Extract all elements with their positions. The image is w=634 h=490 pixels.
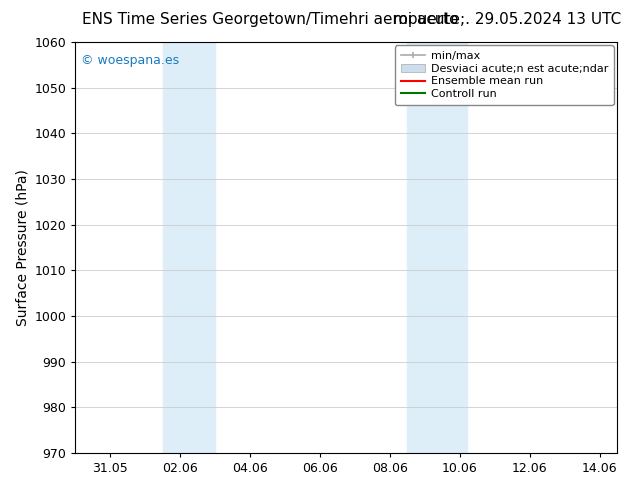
Text: mi acute;. 29.05.2024 13 UTC: mi acute;. 29.05.2024 13 UTC <box>393 12 621 27</box>
Legend: min/max, Desviaci acute;n est acute;ndar, Ensemble mean run, Controll run: min/max, Desviaci acute;n est acute;ndar… <box>395 46 614 105</box>
Bar <box>408 42 467 453</box>
Text: © woespana.es: © woespana.es <box>81 54 179 68</box>
Bar <box>163 42 215 453</box>
Text: ENS Time Series Georgetown/Timehri aeropuerto: ENS Time Series Georgetown/Timehri aerop… <box>82 12 459 27</box>
Y-axis label: Surface Pressure (hPa): Surface Pressure (hPa) <box>15 169 29 326</box>
